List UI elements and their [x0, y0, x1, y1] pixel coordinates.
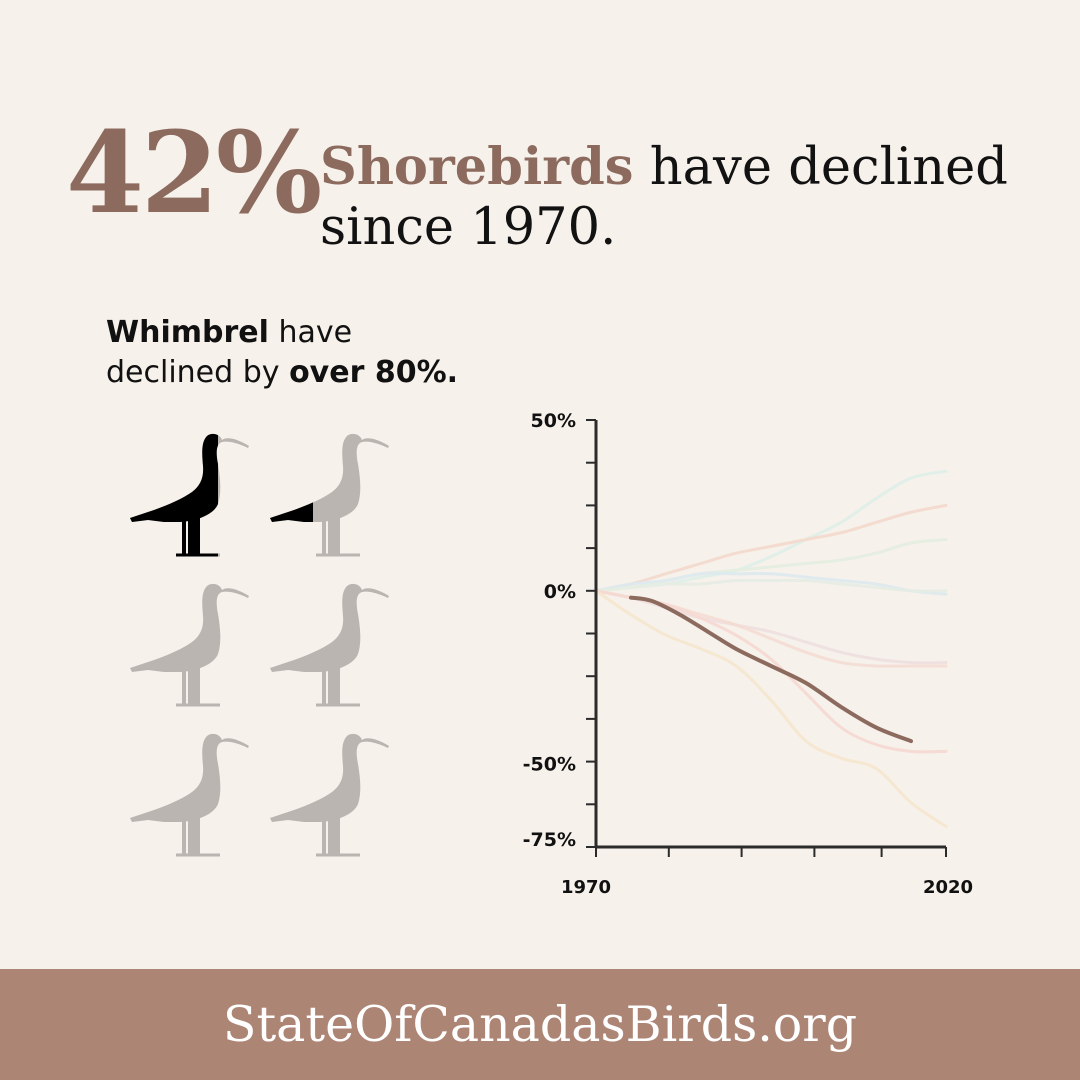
population-trend-chart: 50% 0% -50% -75% 1970 2020	[500, 395, 980, 905]
footer-url[interactable]: StateOfCanadasBirds.org	[222, 996, 858, 1053]
y-tick-label: 50%	[531, 410, 576, 432]
series-line-background	[594, 589, 948, 829]
headline-text: Shorebirds have declined since 1970.	[320, 137, 1020, 258]
whimbrel-icon-slot	[128, 580, 268, 715]
subhead-text2: declined by	[106, 355, 280, 390]
series-line-highlight	[629, 595, 913, 744]
whimbrel-icon	[130, 733, 249, 857]
whimbrel-icon	[130, 433, 249, 557]
whimbrel-icon	[270, 583, 389, 707]
whimbrel-icon-slot	[268, 580, 408, 715]
whimbrel-icon	[270, 433, 389, 557]
headline-rest-line1: have declined	[649, 138, 1008, 197]
whimbrel-icon	[270, 733, 389, 857]
chart-series-layer	[594, 469, 948, 829]
whimbrel-icon-slot	[128, 430, 268, 565]
x-tick-label: 1970	[561, 877, 611, 898]
series-line-background	[594, 589, 948, 754]
whimbrel-icon-slot	[128, 730, 268, 865]
subhead: Whimbrel have declined by over 80%.	[106, 313, 526, 393]
whimbrel-icon-slot	[268, 430, 408, 565]
series-line-background	[594, 503, 948, 593]
headline-rest-line2: since 1970.	[320, 198, 617, 257]
subhead-species: Whimbrel	[106, 315, 269, 350]
whimbrel-icon	[130, 583, 249, 707]
whimbrel-icon-slot	[268, 730, 408, 865]
series-line-background	[594, 589, 948, 665]
headline-percent: 42%	[66, 108, 322, 239]
chart-labels: 50% 0% -50% -75% 1970 2020	[523, 410, 973, 898]
y-tick-label: -75%	[523, 829, 576, 851]
chart-axes	[586, 419, 947, 857]
y-tick-label: -50%	[523, 754, 576, 776]
headline-group: Shorebirds	[320, 137, 634, 197]
subhead-text1: have	[278, 315, 353, 350]
whimbrel-icon-grid	[128, 430, 428, 870]
series-line-background	[594, 571, 948, 596]
footer-band: StateOfCanadasBirds.org	[0, 969, 1080, 1080]
chart-svg: 50% 0% -50% -75% 1970 2020	[523, 410, 973, 898]
x-tick-label: 2020	[923, 877, 973, 898]
y-tick-label: 0%	[544, 581, 576, 603]
series-line-background	[594, 578, 948, 593]
subhead-amount: over 80%.	[289, 355, 459, 390]
